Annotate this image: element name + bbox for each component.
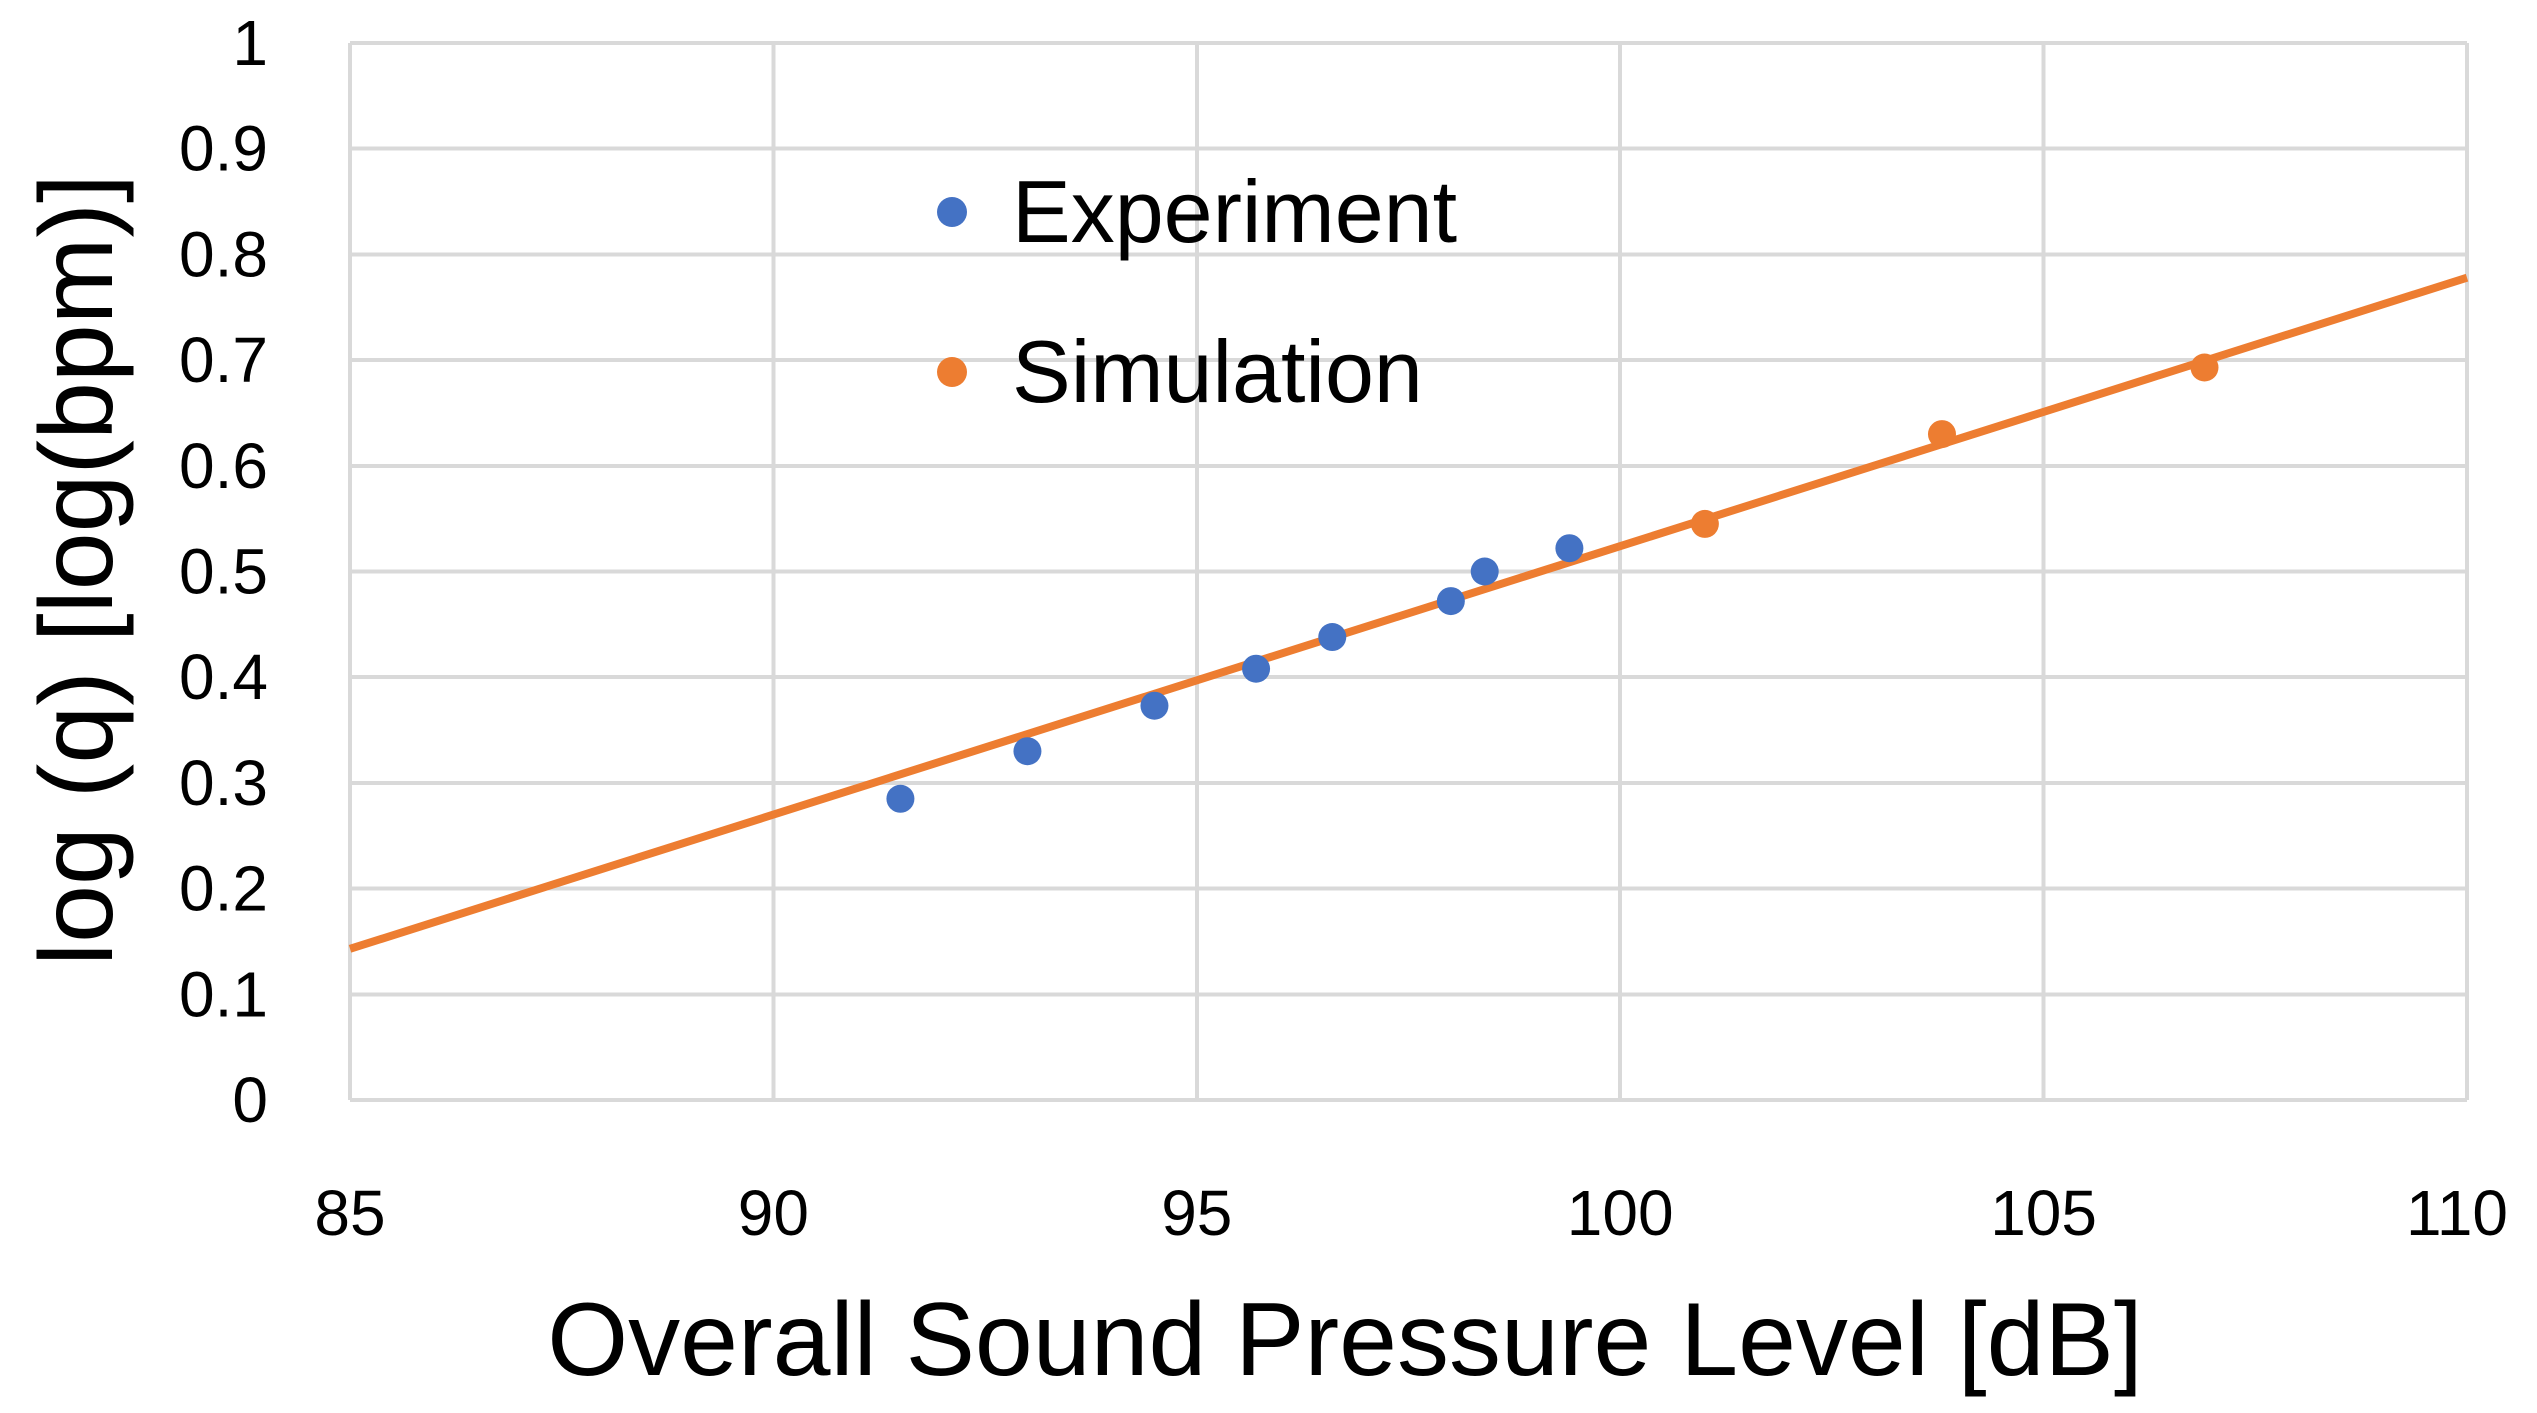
- y-tick-label: 0.1: [179, 958, 268, 1030]
- tick-labels: 0 0.1 0.2 0.3 0.4 0.5 0.6 0.7 0.8 0.9 1 85 90 95 100 10…: [179, 7, 2508, 1249]
- x-tick-label: 105: [1990, 1177, 2097, 1249]
- point-simulation: [2190, 353, 2219, 382]
- y-tick-label: 0.7: [179, 324, 268, 396]
- x-tick-label: 85: [314, 1177, 385, 1249]
- data-points: [886, 353, 2219, 813]
- point-experiment: [1140, 691, 1169, 720]
- x-tick-label: 100: [1567, 1177, 1674, 1249]
- point-experiment: [1555, 534, 1584, 563]
- legend: Experiment Simulation: [937, 162, 1457, 421]
- y-tick-label: 0.4: [179, 641, 268, 713]
- y-tick-label: 0.6: [179, 430, 268, 502]
- point-experiment: [1242, 654, 1271, 683]
- point-experiment: [1436, 587, 1465, 616]
- x-tick-label: 90: [738, 1177, 809, 1249]
- y-tick-label: 1: [232, 7, 268, 79]
- x-tick-label: 110: [2406, 1177, 2508, 1249]
- y-tick-label: 0.2: [179, 853, 268, 925]
- trendline-layer: [348, 273, 2469, 953]
- legend-marker-simulation: [937, 357, 967, 387]
- trendline: [348, 273, 2469, 953]
- grid: [348, 41, 2469, 1102]
- y-tick-label: 0.3: [179, 747, 268, 819]
- point-experiment: [1470, 557, 1499, 586]
- legend-label-experiment: Experiment: [1012, 162, 1457, 261]
- point-experiment: [886, 784, 915, 813]
- x-tick-label: 95: [1161, 1177, 1232, 1249]
- y-tick-label: 0.9: [179, 113, 268, 185]
- y-tick-label: 0: [232, 1064, 268, 1136]
- point-simulation: [1690, 509, 1719, 538]
- point-experiment: [1013, 737, 1042, 766]
- y-axis-title: log (q) [log(bpm)]: [19, 174, 135, 966]
- legend-marker-experiment: [937, 197, 967, 227]
- legend-label-simulation: Simulation: [1012, 322, 1423, 421]
- point-experiment: [1318, 623, 1347, 652]
- point-simulation: [1927, 420, 1956, 449]
- x-axis-title: Overall Sound Pressure Level [dB]: [547, 1282, 2143, 1398]
- y-tick-label: 0.5: [179, 536, 268, 608]
- y-tick-label: 0.8: [179, 218, 268, 290]
